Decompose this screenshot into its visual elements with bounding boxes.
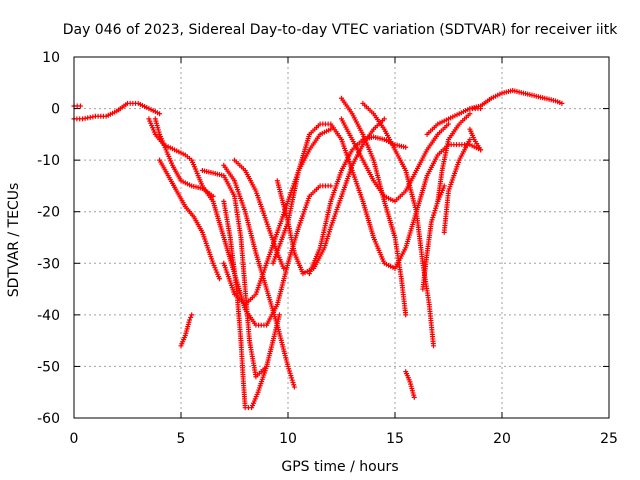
data-series [339,116,451,204]
chart-title: Day 046 of 2023, Sidereal Day-to-day VTE… [63,22,618,38]
data-point [322,243,328,249]
data-point [328,126,334,132]
data-point [326,231,332,237]
y-axis-label: SDTVAR / TECUs [6,183,22,298]
y-tick-label: -50 [37,359,60,375]
data-point [381,116,387,122]
data-point [286,366,292,372]
data-series [435,111,473,204]
data-point [326,229,332,235]
data-point [428,219,434,225]
data-point [325,233,331,239]
data-series [420,183,447,292]
data-point [210,193,216,199]
data-series [306,134,409,277]
x-tick-label: 25 [600,431,618,447]
data-point [429,217,435,223]
data-series [270,121,484,271]
data-series [403,369,417,400]
y-tick-label: -30 [37,256,60,272]
data-point [446,121,451,127]
data-point [291,384,297,390]
data-point [433,205,439,211]
data-series [424,106,484,137]
data-series [71,103,83,109]
data-point [432,208,438,214]
data-point [77,103,83,109]
y-tick-label: 10 [42,50,60,66]
data-point [324,236,330,242]
data-point [324,238,330,244]
data-point [281,265,287,271]
data-point [431,212,437,218]
data-point [403,144,409,150]
y-tick-label: -40 [37,308,60,324]
data-point [467,111,473,117]
data-series [441,137,473,235]
data-point [323,240,329,246]
grid-lines [74,57,609,418]
data-series [146,116,334,328]
data-point [264,363,270,369]
data-point [286,368,292,374]
data-point [189,312,195,318]
data-point [478,147,484,153]
data-point [187,317,193,323]
x-tick-label: 15 [386,431,404,447]
y-tick-label: -60 [37,411,60,427]
data-series [178,312,195,349]
data-point [289,377,295,383]
x-axis-label: GPS time / hours [281,459,398,475]
data-point [188,314,194,320]
data-series [360,100,437,349]
plot-frame [73,56,610,419]
data-point [431,210,437,216]
data-point [467,137,473,143]
data-point [321,245,327,251]
x-tick-label: 10 [279,431,297,447]
data-markers [71,88,565,411]
data-series [152,116,216,199]
data-point [434,201,440,207]
data-point [411,394,417,400]
data-point [327,226,333,232]
x-tick-label: 20 [493,431,511,447]
data-point [559,100,565,106]
x-tick-label: 0 [70,431,79,447]
data-point [285,363,291,369]
data-point [403,312,409,318]
data-series [157,157,223,282]
data-point [430,214,436,220]
data-point [289,375,295,381]
data-series [467,126,484,153]
data-series [467,88,565,112]
data-point [291,382,297,388]
data-point [276,312,282,318]
y-tick-label: 0 [51,102,60,118]
data-point [433,203,439,209]
data-point [217,276,223,282]
data-point [157,111,163,117]
y-tick-label: -20 [37,205,60,221]
data-series [221,162,297,390]
data-series [71,100,163,122]
data-point [287,370,293,376]
x-tick-label: 5 [177,431,186,447]
data-point [328,183,334,189]
axis-ticks: 0 5 10 15 20 25 10 0 -10 -20 -30 -40 -50 -60 [37,50,618,447]
data-series [221,198,270,411]
data-point [290,379,296,385]
y-tick-label: -10 [37,153,60,169]
data-point [431,343,437,349]
data-series [232,157,287,271]
data-point [441,183,447,189]
data-point [288,373,294,379]
